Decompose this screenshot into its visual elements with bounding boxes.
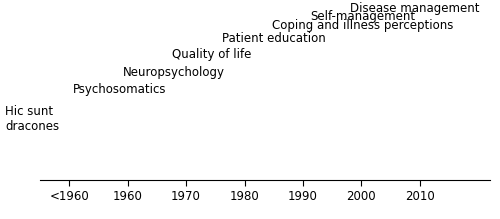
Text: Patient education: Patient education xyxy=(222,32,326,45)
Text: Quality of life: Quality of life xyxy=(172,48,252,61)
Text: Hic sunt
dracones: Hic sunt dracones xyxy=(5,105,59,133)
Text: Self-management: Self-management xyxy=(310,10,415,23)
Text: Coping and illness perceptions: Coping and illness perceptions xyxy=(272,19,454,32)
Text: Disease management: Disease management xyxy=(350,2,480,15)
Text: Neuropsychology: Neuropsychology xyxy=(122,66,224,79)
Text: Psychosomatics: Psychosomatics xyxy=(72,83,166,96)
